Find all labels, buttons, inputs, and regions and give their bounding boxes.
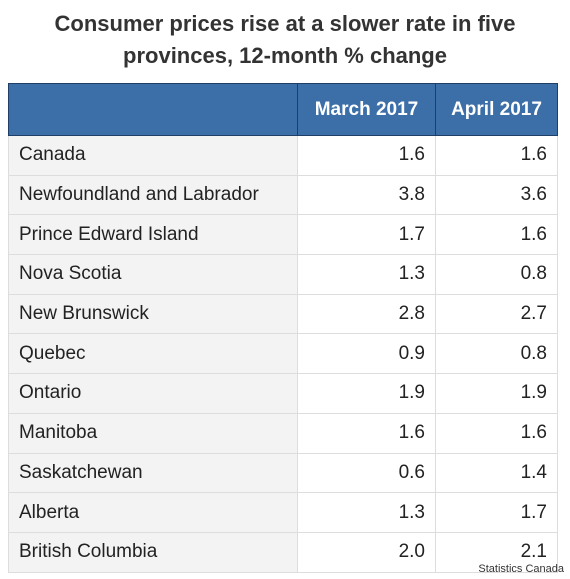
chart-title: Consumer prices rise at a slower rate in…: [0, 8, 570, 72]
table-row: Alberta 1.3 1.7: [8, 492, 558, 533]
april-value: 1.4: [435, 452, 558, 494]
march-value: 3.8: [297, 174, 436, 216]
row-label: Newfoundland and Labrador: [8, 174, 298, 216]
table-row: New Brunswick 2.8 2.7: [8, 293, 558, 335]
april-value: 3.6: [435, 174, 558, 216]
row-label: New Brunswick: [8, 293, 298, 335]
table-row: Ontario 1.9 1.9: [8, 373, 558, 414]
march-value: 1.3: [297, 254, 436, 295]
row-label: Nova Scotia: [8, 254, 298, 295]
chart-title-line-1: Consumer prices rise at a slower rate in…: [54, 11, 516, 36]
march-value: 1.7: [297, 214, 436, 256]
table-row: British Columbia 2.0 2.1: [8, 531, 558, 573]
table-row: Canada 1.6 1.6: [8, 135, 558, 176]
table-row: Manitoba 1.6 1.6: [8, 412, 558, 454]
april-value: 1.6: [435, 135, 558, 176]
table-row: Saskatchewan 0.6 1.4: [8, 452, 558, 494]
april-value: 1.7: [435, 492, 558, 533]
april-value: 1.9: [435, 373, 558, 414]
row-label: British Columbia: [8, 531, 298, 573]
march-value: 0.6: [297, 452, 436, 494]
row-label: Quebec: [8, 333, 298, 375]
april-value: 2.1: [435, 531, 558, 573]
march-value: 1.3: [297, 492, 436, 533]
april-value: 0.8: [435, 333, 558, 375]
table-header-row: March 2017 April 2017: [8, 83, 558, 136]
table-row: Nova Scotia 1.3 0.8: [8, 254, 558, 295]
march-value: 1.6: [297, 135, 436, 176]
row-label: Alberta: [8, 492, 298, 533]
header-region: [8, 83, 298, 136]
row-label: Prince Edward Island: [8, 214, 298, 256]
april-value: 0.8: [435, 254, 558, 295]
table-row: Newfoundland and Labrador 3.8 3.6: [8, 174, 558, 216]
april-value: 1.6: [435, 214, 558, 256]
row-label: Ontario: [8, 373, 298, 414]
chart-title-line-2: provinces, 12-month % change: [123, 43, 447, 68]
table-row: Prince Edward Island 1.7 1.6: [8, 214, 558, 256]
row-label: Manitoba: [8, 412, 298, 454]
header-march-2017: March 2017: [297, 83, 436, 136]
march-value: 0.9: [297, 333, 436, 375]
march-value: 1.6: [297, 412, 436, 454]
table-row: Quebec 0.9 0.8: [8, 333, 558, 375]
april-value: 1.6: [435, 412, 558, 454]
march-value: 2.8: [297, 293, 436, 335]
march-value: 2.0: [297, 531, 436, 573]
march-value: 1.9: [297, 373, 436, 414]
row-label: Canada: [8, 135, 298, 176]
april-value: 2.7: [435, 293, 558, 335]
cpi-table: March 2017 April 2017 Canada 1.6 1.6 New…: [8, 83, 558, 573]
source-credit: Statistics Canada: [478, 563, 564, 575]
row-label: Saskatchewan: [8, 452, 298, 494]
header-april-2017: April 2017: [435, 83, 558, 136]
